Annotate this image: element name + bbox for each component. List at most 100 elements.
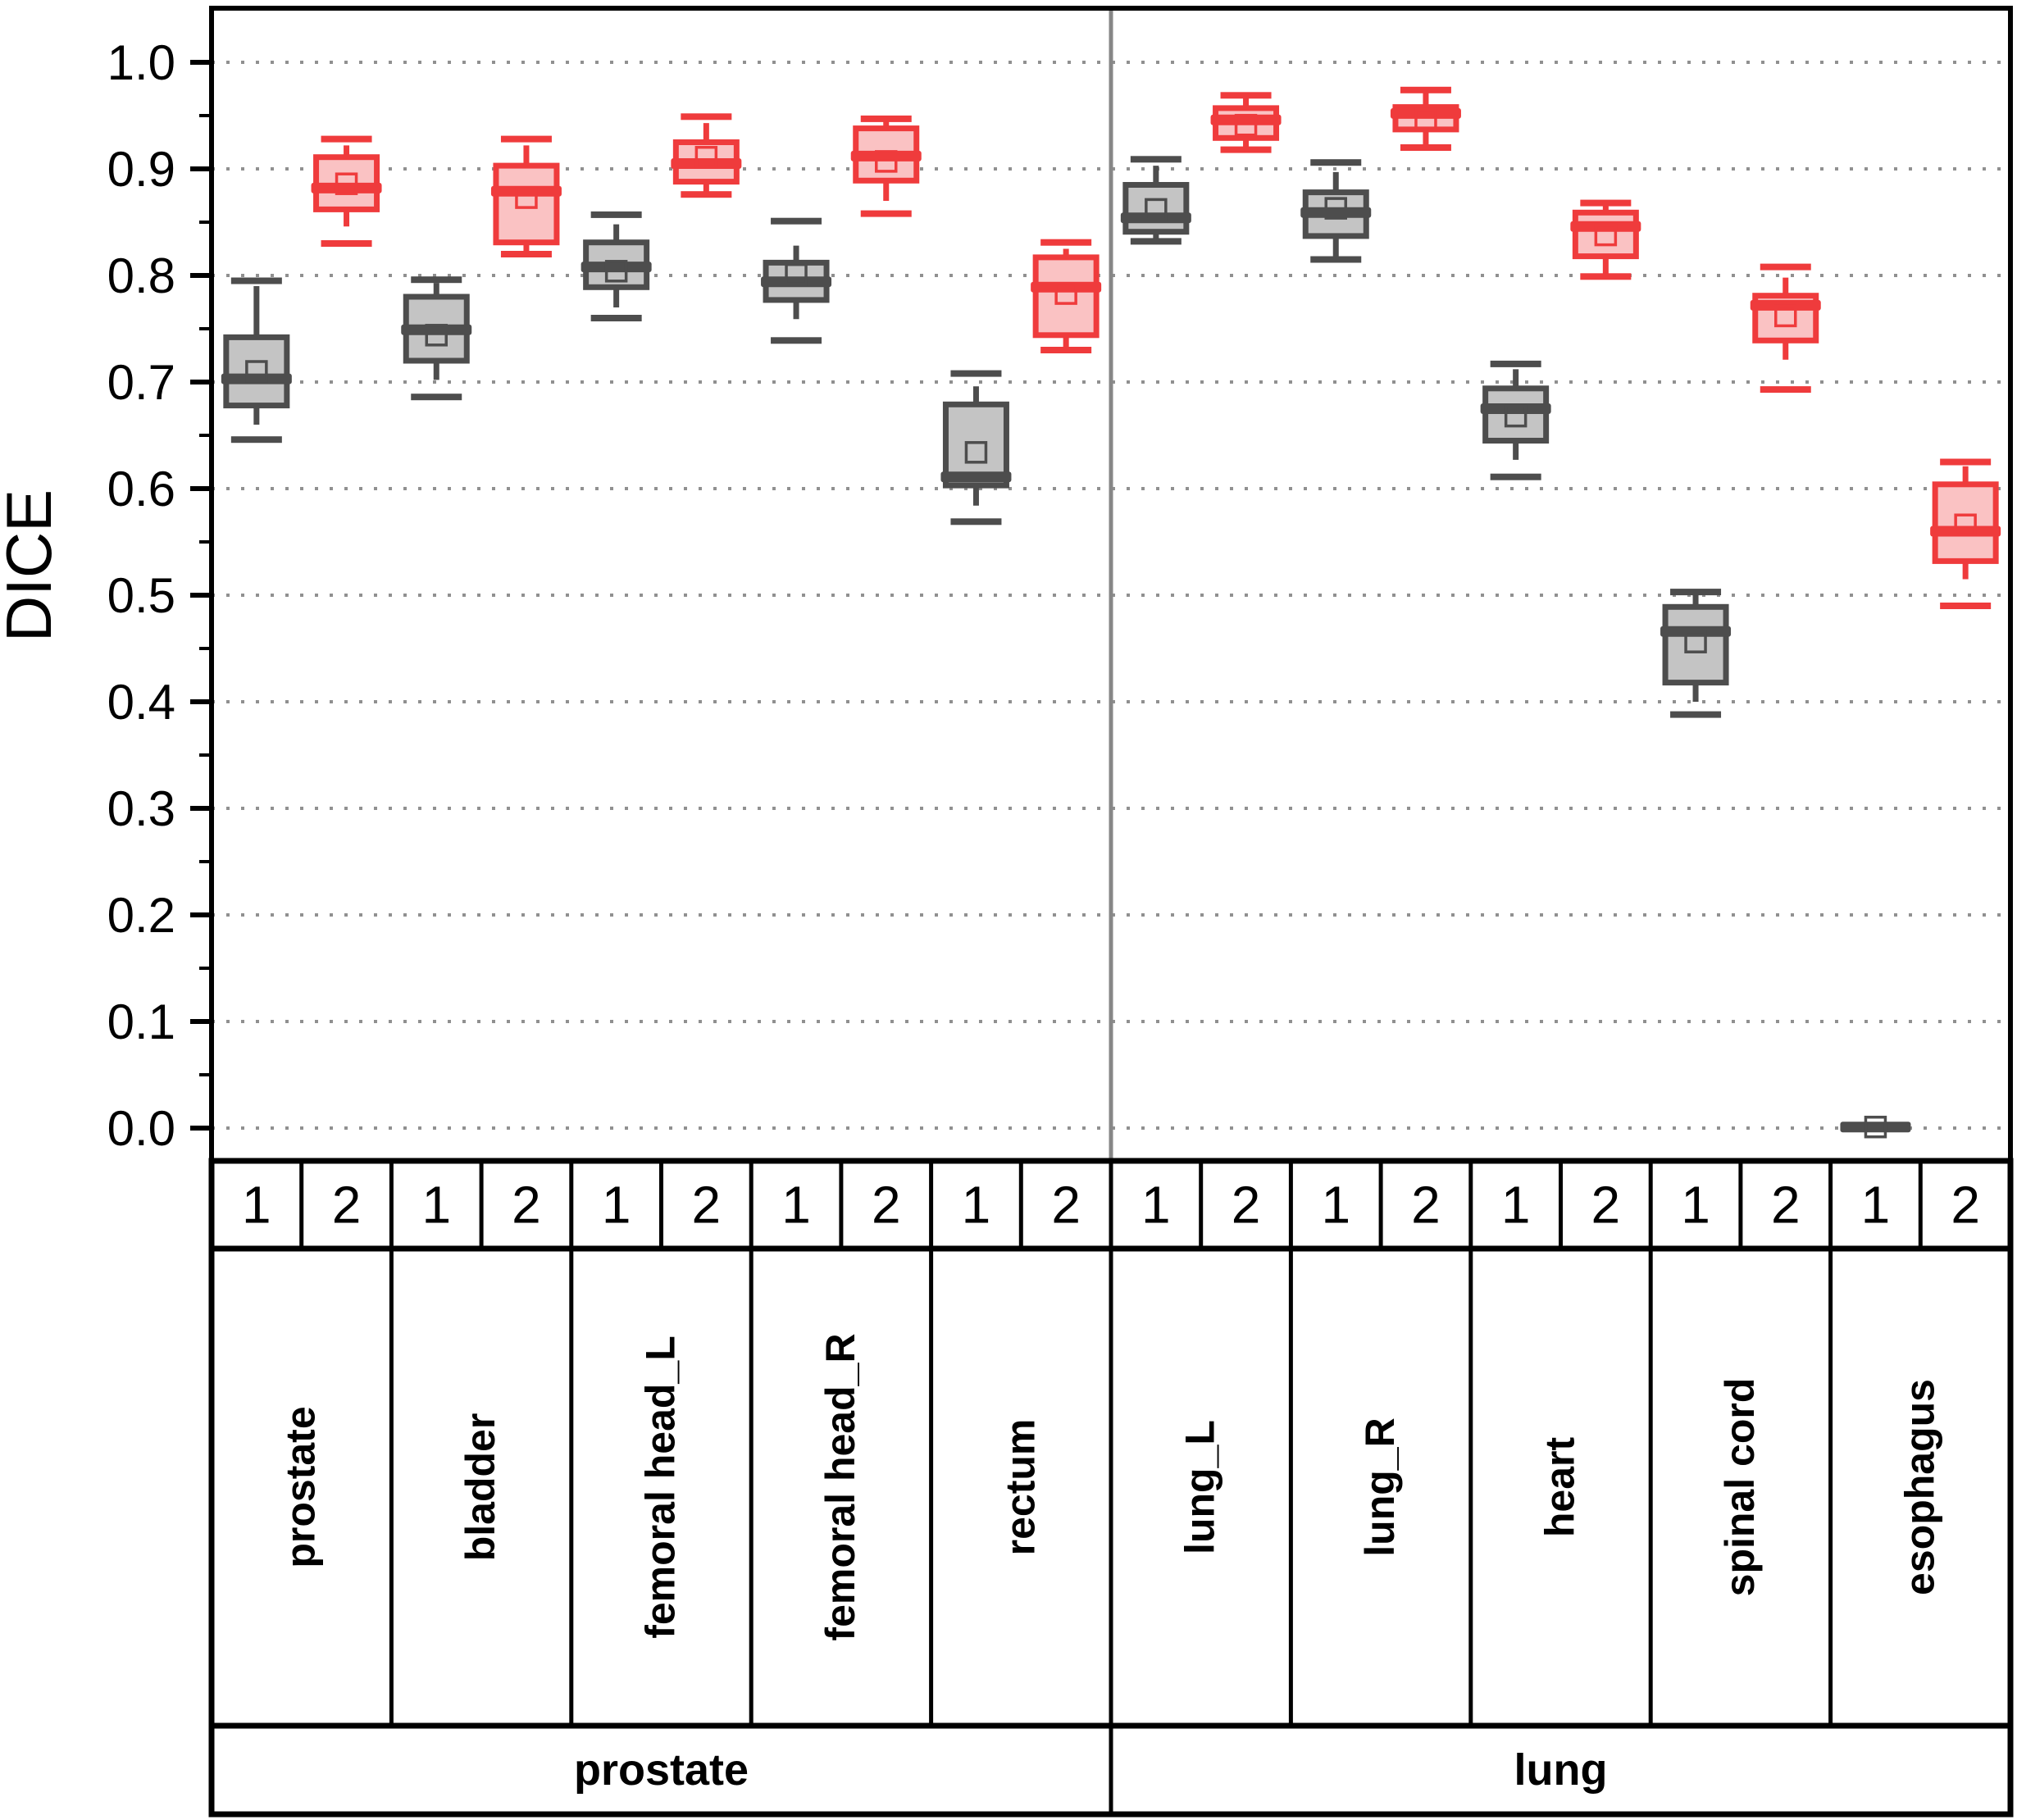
max-dash <box>230 277 282 284</box>
iqr-box <box>1572 209 1639 260</box>
organ-cell-label: heart <box>1537 1437 1583 1538</box>
min-dash <box>590 315 642 321</box>
series-cell-label: 1 <box>421 1176 451 1235</box>
box-esophagus-1 <box>1840 1115 1911 1139</box>
min-dash <box>1400 144 1451 151</box>
min-dash <box>1130 238 1182 245</box>
iqr-box <box>493 162 560 246</box>
y-tick-label-0.9: 0.9 <box>107 142 175 197</box>
median-line <box>671 158 742 169</box>
max-dash <box>1490 360 1541 367</box>
max-dash <box>1670 589 1722 596</box>
mean-marker <box>1684 630 1707 653</box>
mean-marker <box>1774 304 1797 328</box>
series-cell-label: 2 <box>1411 1176 1441 1235</box>
max-dash <box>1130 156 1182 163</box>
y-axis-ticks: 1.0 0.9 0.8 0.7 0.6 0.5 0.4 0.3 0.2 0.1 0.0 <box>107 35 212 1156</box>
median-line <box>581 262 652 273</box>
median-line <box>1840 1122 1911 1133</box>
min-dash <box>230 436 282 444</box>
organ-cell-label: bladder <box>458 1413 503 1562</box>
box-lung-L-1 <box>1120 156 1191 245</box>
mean-marker <box>604 260 628 283</box>
min-dash <box>771 337 822 344</box>
mean-marker <box>964 441 988 464</box>
mean-marker <box>1054 282 1077 305</box>
mean-marker <box>1504 404 1528 428</box>
mean-marker <box>785 262 808 286</box>
box-lung-R-1 <box>1300 159 1372 263</box>
series-cell-label: 1 <box>1321 1176 1350 1235</box>
mean-marker <box>875 150 898 173</box>
mean-marker <box>1324 197 1347 220</box>
box-spinal-cord-2 <box>1750 263 1821 394</box>
series-cell-label: 2 <box>332 1176 362 1235</box>
median-line <box>490 185 562 197</box>
series-cell-label: 2 <box>1232 1176 1261 1235</box>
min-dash <box>1940 603 1992 609</box>
y-tick-label-0.7: 0.7 <box>107 355 175 410</box>
mean-marker <box>425 324 448 347</box>
median-line <box>1210 114 1282 125</box>
group-cell-label: prostate <box>574 1745 749 1795</box>
mean-marker <box>1594 223 1618 247</box>
series-cell-label: 2 <box>1771 1176 1801 1235</box>
min-dash <box>1310 256 1362 263</box>
series-cell-label: 2 <box>1591 1176 1621 1235</box>
max-dash <box>500 135 552 143</box>
median-line <box>1300 207 1372 218</box>
max-dash <box>1040 239 1092 246</box>
series-cell-label: 2 <box>1051 1176 1081 1235</box>
median-line <box>761 276 832 288</box>
series-cell-label: 1 <box>242 1176 271 1235</box>
box-series <box>221 86 2001 1139</box>
box-femoral-head-L-2 <box>671 113 742 198</box>
box-heart-2 <box>1570 199 1641 280</box>
median-line <box>850 150 922 162</box>
series-cell-label: 1 <box>1501 1176 1531 1235</box>
organ-cell-label: femoral head_R <box>817 1333 863 1640</box>
series-cell-label: 1 <box>1861 1176 1891 1235</box>
iqr-box <box>1932 481 1999 564</box>
max-dash <box>681 113 732 121</box>
box-femoral-head-L-1 <box>581 211 652 321</box>
y-tick-label-1: 1.0 <box>107 35 175 90</box>
mean-marker <box>1864 1115 1887 1139</box>
mean-marker <box>1234 113 1258 137</box>
mean-marker <box>1414 108 1437 131</box>
box-esophagus-2 <box>1930 458 2001 609</box>
median-line <box>1480 403 1551 414</box>
box-spinal-cord-1 <box>1660 589 1732 718</box>
series-cell-label: 2 <box>692 1176 722 1235</box>
box-prostate-1 <box>221 277 292 444</box>
mean-marker <box>335 172 358 195</box>
series-cell-label: 2 <box>872 1176 901 1235</box>
organ-cell-label: prostate <box>278 1406 324 1567</box>
min-dash <box>681 191 732 198</box>
series-cell-label: 1 <box>1681 1176 1710 1235</box>
median-line <box>401 324 472 335</box>
box-bladder-2 <box>490 135 562 257</box>
iqr-box <box>1662 603 1729 686</box>
median-line <box>1930 526 2001 537</box>
min-dash <box>1760 386 1811 394</box>
organ-cell-label: esophagus <box>1896 1379 1942 1595</box>
box-rectum-2 <box>1031 239 1102 353</box>
box-lung-R-2 <box>1390 86 1461 151</box>
organ-cell-label: lung_L <box>1177 1420 1223 1554</box>
organ-cell-label: femoral head_L <box>638 1335 684 1639</box>
max-dash <box>1580 199 1632 207</box>
mean-marker <box>515 186 538 209</box>
iqr-box <box>1482 385 1550 444</box>
max-dash <box>1760 263 1811 271</box>
y-tick-label-0.3: 0.3 <box>107 781 175 836</box>
max-dash <box>590 211 642 218</box>
organ-cell-label: spinal cord <box>1717 1378 1763 1597</box>
series-cell-label: 1 <box>962 1176 991 1235</box>
y-axis-title: DICE <box>0 489 65 642</box>
mean-marker <box>694 145 718 169</box>
box-femoral-head-R-2 <box>850 115 922 217</box>
median-line <box>221 373 292 384</box>
